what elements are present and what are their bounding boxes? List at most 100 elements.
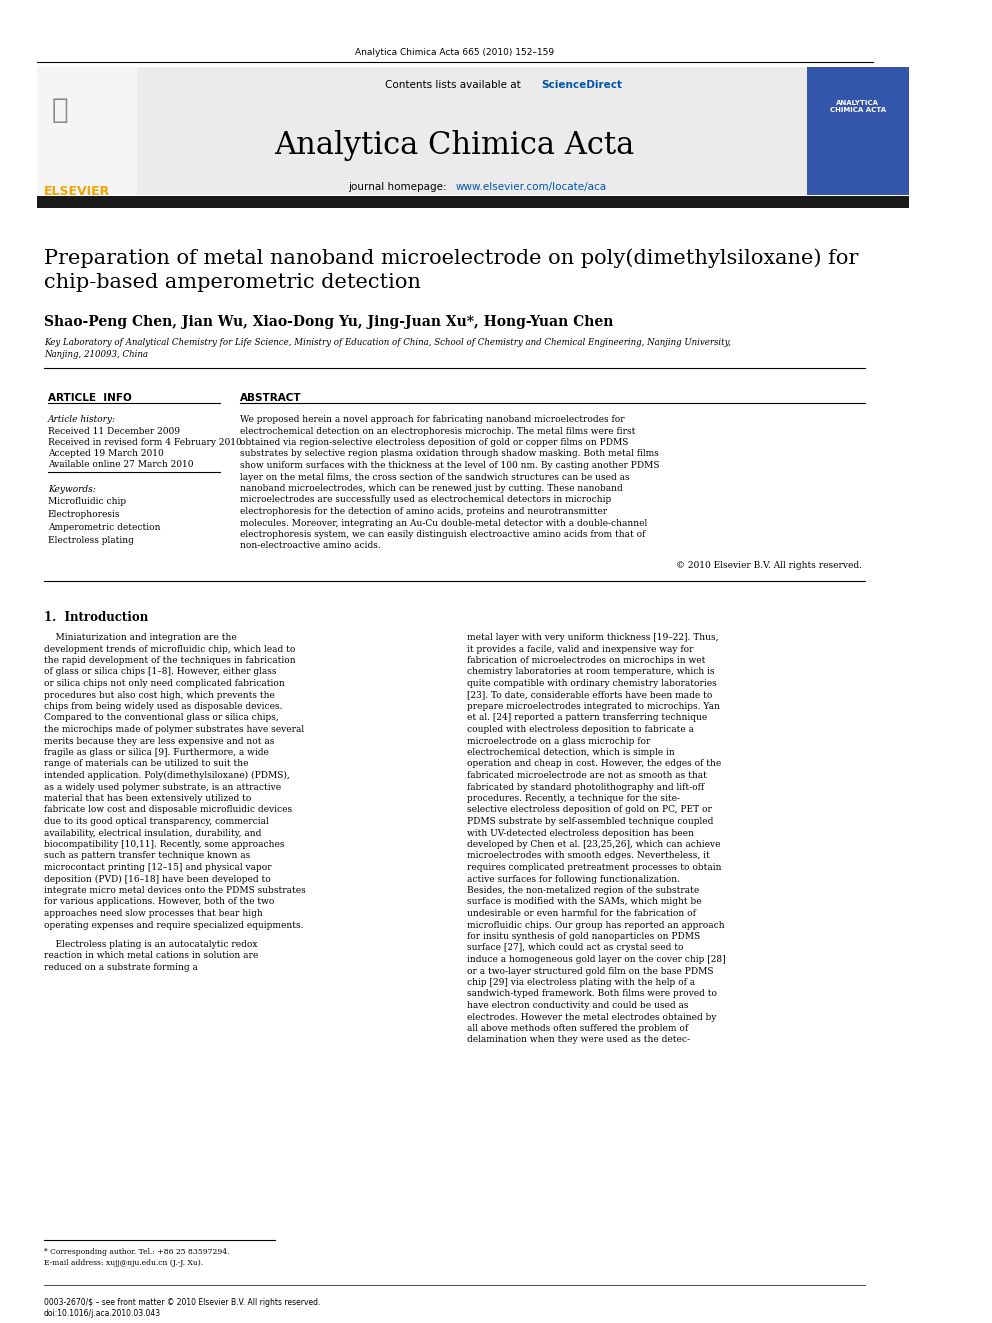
Text: electrophoresis system, we can easily distinguish electroactive amino acids from: electrophoresis system, we can easily di… — [240, 531, 646, 538]
Text: substrates by selective region plasma oxidation through shadow masking. Both met: substrates by selective region plasma ox… — [240, 450, 659, 459]
Text: chips from being widely used as disposable devices.: chips from being widely used as disposab… — [44, 703, 283, 710]
Text: have electron conductivity and could be used as: have electron conductivity and could be … — [467, 1002, 689, 1009]
Text: metal layer with very uniform thickness [19–22]. Thus,: metal layer with very uniform thickness … — [467, 632, 719, 642]
Text: Preparation of metal nanoband microelectrode on poly(dimethylsiloxane) for
chip-: Preparation of metal nanoband microelect… — [44, 247, 858, 292]
Text: Nanjing, 210093, China: Nanjing, 210093, China — [44, 351, 148, 359]
Text: electrophoresis for the detection of amino acids, proteins and neurotransmitter: electrophoresis for the detection of ami… — [240, 507, 607, 516]
Bar — [37, 67, 815, 194]
Text: chip [29] via electroless plating with the help of a: chip [29] via electroless plating with t… — [467, 978, 695, 987]
Text: approaches need slow processes that bear high: approaches need slow processes that bear… — [44, 909, 263, 918]
Text: [23]. To date, considerable efforts have been made to: [23]. To date, considerable efforts have… — [467, 691, 713, 700]
Text: microelectrodes are successfully used as electrochemical detectors in microchip: microelectrodes are successfully used as… — [240, 496, 611, 504]
Text: Electrophoresis: Electrophoresis — [48, 509, 120, 519]
Text: Electroless plating is an autocatalytic redox: Electroless plating is an autocatalytic … — [44, 941, 258, 949]
Text: all above methods often suffered the problem of: all above methods often suffered the pro… — [467, 1024, 688, 1033]
Text: delamination when they were used as the detec-: delamination when they were used as the … — [467, 1036, 690, 1044]
Text: Shao-Peng Chen, Jian Wu, Xiao-Dong Yu, Jing-Juan Xu*, Hong-Yuan Chen: Shao-Peng Chen, Jian Wu, Xiao-Dong Yu, J… — [44, 315, 613, 329]
Text: Contents lists available at: Contents lists available at — [385, 79, 524, 90]
Text: microfluidic chips. Our group has reported an approach: microfluidic chips. Our group has report… — [467, 921, 725, 930]
Text: requires complicated pretreatment processes to obtain: requires complicated pretreatment proces… — [467, 863, 722, 872]
Text: obtained via region-selective electroless deposition of gold or copper films on : obtained via region-selective electroles… — [240, 438, 629, 447]
Text: Electroless plating: Electroless plating — [48, 536, 134, 545]
Text: selective electroless deposition of gold on PC, PET or: selective electroless deposition of gold… — [467, 806, 712, 815]
Text: active surfaces for following functionalization.: active surfaces for following functional… — [467, 875, 681, 884]
Text: surface is modified with the SAMs, which might be: surface is modified with the SAMs, which… — [467, 897, 702, 906]
Text: ARTICLE  INFO: ARTICLE INFO — [48, 393, 131, 404]
Text: due to its good optical transparency, commercial: due to its good optical transparency, co… — [44, 818, 269, 826]
Text: operation and cheap in cost. However, the edges of the: operation and cheap in cost. However, th… — [467, 759, 722, 769]
Text: microelectrodes with smooth edges. Nevertheless, it: microelectrodes with smooth edges. Never… — [467, 852, 710, 860]
Text: availability, electrical insulation, durability, and: availability, electrical insulation, dur… — [44, 828, 261, 837]
Text: reaction in which metal cations in solution are: reaction in which metal cations in solut… — [44, 951, 258, 960]
Text: We proposed herein a novel approach for fabricating nanoband microelectrodes for: We proposed herein a novel approach for … — [240, 415, 625, 423]
Text: chemistry laboratories at room temperature, which is: chemistry laboratories at room temperatu… — [467, 668, 715, 676]
Text: electrodes. However the metal electrodes obtained by: electrodes. However the metal electrodes… — [467, 1012, 717, 1021]
Text: procedures. Recently, a technique for the site-: procedures. Recently, a technique for th… — [467, 794, 681, 803]
Text: Microfluidic chip: Microfluidic chip — [48, 497, 126, 505]
Text: the rapid development of the techniques in fabrication: the rapid development of the techniques … — [44, 656, 296, 665]
Text: development trends of microfluidic chip, which lead to: development trends of microfluidic chip,… — [44, 644, 296, 654]
Bar — [37, 196, 910, 208]
Text: fabricate low cost and disposable microfluidic devices: fabricate low cost and disposable microf… — [44, 806, 292, 815]
Text: ANALYTICA
CHIMICA ACTA: ANALYTICA CHIMICA ACTA — [830, 101, 886, 112]
Text: doi:10.1016/j.aca.2010.03.043: doi:10.1016/j.aca.2010.03.043 — [44, 1308, 161, 1318]
Text: the microchips made of polymer substrates have several: the microchips made of polymer substrate… — [44, 725, 305, 734]
Text: deposition (PVD) [16–18] have been developed to: deposition (PVD) [16–18] have been devel… — [44, 875, 271, 884]
Text: operating expenses and require specialized equipments.: operating expenses and require specializ… — [44, 921, 304, 930]
Text: Key Laboratory of Analytical Chemistry for Life Science, Ministry of Education o: Key Laboratory of Analytical Chemistry f… — [44, 337, 731, 347]
Text: or silica chips not only need complicated fabrication: or silica chips not only need complicate… — [44, 679, 285, 688]
Text: Amperometric detection: Amperometric detection — [48, 523, 160, 532]
Text: fabricated microelectrode are not as smooth as that: fabricated microelectrode are not as smo… — [467, 771, 707, 781]
Text: E-mail address: xujj@nju.edu.cn (J.-J. Xu).: E-mail address: xujj@nju.edu.cn (J.-J. X… — [44, 1259, 203, 1267]
Text: material that has been extensively utilized to: material that has been extensively utili… — [44, 794, 251, 803]
Text: Analytica Chimica Acta 665 (2010) 152–159: Analytica Chimica Acta 665 (2010) 152–15… — [355, 48, 555, 57]
Text: © 2010 Elsevier B.V. All rights reserved.: © 2010 Elsevier B.V. All rights reserved… — [676, 561, 862, 570]
Text: quite compatible with ordinary chemistry laboratories: quite compatible with ordinary chemistry… — [467, 679, 717, 688]
Text: nanoband microelectrodes, which can be renewed just by cutting. These nanoband: nanoband microelectrodes, which can be r… — [240, 484, 623, 493]
Text: PDMS substrate by self-assembled technique coupled: PDMS substrate by self-assembled techniq… — [467, 818, 714, 826]
Text: 1.  Introduction: 1. Introduction — [44, 611, 148, 624]
Text: Compared to the conventional glass or silica chips,: Compared to the conventional glass or si… — [44, 713, 279, 722]
Text: microelectrode on a glass microchip for: microelectrode on a glass microchip for — [467, 737, 651, 745]
Text: surface [27], which could act as crystal seed to: surface [27], which could act as crystal… — [467, 943, 683, 953]
Text: reduced on a substrate forming a: reduced on a substrate forming a — [44, 963, 197, 972]
Text: Received 11 December 2009: Received 11 December 2009 — [48, 427, 180, 437]
Text: non-electroactive amino acids.: non-electroactive amino acids. — [240, 541, 381, 550]
Text: fragile as glass or silica [9]. Furthermore, a wide: fragile as glass or silica [9]. Furtherm… — [44, 747, 269, 757]
Text: biocompatibility [10,11]. Recently, some approaches: biocompatibility [10,11]. Recently, some… — [44, 840, 285, 849]
Text: * Corresponding author. Tel.: +86 25 83597294.: * Corresponding author. Tel.: +86 25 835… — [44, 1248, 229, 1256]
Text: journal homepage:: journal homepage: — [348, 183, 450, 192]
Text: Analytica Chimica Acta: Analytica Chimica Acta — [275, 130, 635, 161]
Text: ELSEVIER: ELSEVIER — [44, 185, 110, 198]
Text: ABSTRACT: ABSTRACT — [240, 393, 302, 404]
Text: electrochemical detection on an electrophoresis microchip. The metal films were : electrochemical detection on an electrop… — [240, 426, 636, 435]
Text: Available online 27 March 2010: Available online 27 March 2010 — [48, 460, 193, 468]
Text: as a widely used polymer substrate, is an attractive: as a widely used polymer substrate, is a… — [44, 782, 281, 791]
Text: Accepted 19 March 2010: Accepted 19 March 2010 — [48, 448, 164, 458]
Text: integrate micro metal devices onto the PDMS substrates: integrate micro metal devices onto the P… — [44, 886, 306, 894]
Text: developed by Chen et al. [23,25,26], which can achieve: developed by Chen et al. [23,25,26], whi… — [467, 840, 721, 849]
Text: ScienceDirect: ScienceDirect — [541, 79, 622, 90]
Text: fabricated by standard photolithography and lift-off: fabricated by standard photolithography … — [467, 782, 704, 791]
Text: layer on the metal films, the cross section of the sandwich structures can be us: layer on the metal films, the cross sect… — [240, 472, 630, 482]
Text: coupled with electroless deposition to fabricate a: coupled with electroless deposition to f… — [467, 725, 694, 734]
Text: undesirable or even harmful for the fabrication of: undesirable or even harmful for the fabr… — [467, 909, 696, 918]
Text: Keywords:: Keywords: — [48, 486, 95, 493]
Text: for various applications. However, both of the two: for various applications. However, both … — [44, 897, 275, 906]
Text: merits because they are less expensive and not as: merits because they are less expensive a… — [44, 737, 275, 745]
Text: fabrication of microelectrodes on microchips in wet: fabrication of microelectrodes on microc… — [467, 656, 706, 665]
Text: for insitu synthesis of gold nanoparticles on PDMS: for insitu synthesis of gold nanoparticl… — [467, 931, 700, 941]
Text: www.elsevier.com/locate/aca: www.elsevier.com/locate/aca — [455, 183, 607, 192]
Text: intended application. Poly(dimethylsiloxane) (PDMS),: intended application. Poly(dimethylsilox… — [44, 771, 290, 781]
Text: with UV-detected electroless deposition has been: with UV-detected electroless deposition … — [467, 828, 694, 837]
Text: show uniform surfaces with the thickness at the level of 100 nm. By casting anot: show uniform surfaces with the thickness… — [240, 460, 660, 470]
Text: electrochemical detection, which is simple in: electrochemical detection, which is simp… — [467, 747, 676, 757]
Text: Miniaturization and integration are the: Miniaturization and integration are the — [44, 632, 237, 642]
Text: Received in revised form 4 February 2010: Received in revised form 4 February 2010 — [48, 438, 241, 447]
Text: Besides, the non-metalized region of the substrate: Besides, the non-metalized region of the… — [467, 886, 699, 894]
Text: induce a homogeneous gold layer on the cover chip [28]: induce a homogeneous gold layer on the c… — [467, 955, 726, 964]
Text: prepare microelectrodes integrated to microchips. Yan: prepare microelectrodes integrated to mi… — [467, 703, 720, 710]
Bar — [806, 67, 910, 194]
Bar — [37, 67, 138, 194]
Text: sandwich-typed framework. Both films were proved to: sandwich-typed framework. Both films wer… — [467, 990, 717, 999]
